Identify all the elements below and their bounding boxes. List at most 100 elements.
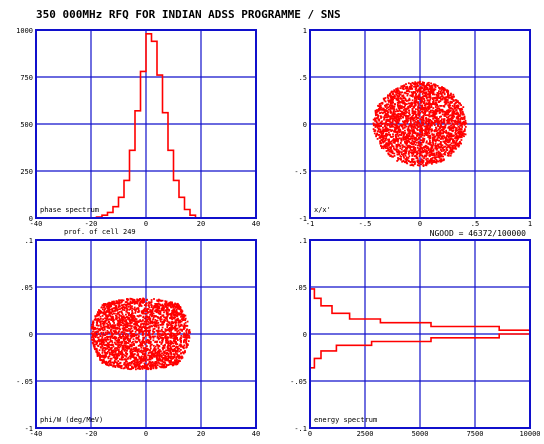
scatter-point: [176, 330, 179, 333]
scatter-point: [389, 95, 392, 97]
scatter-point: [461, 121, 464, 124]
scatter-point: [402, 86, 405, 89]
scatter-point: [169, 301, 172, 304]
scatter-point: [388, 148, 391, 151]
scatter-point: [461, 113, 464, 116]
scatter-point: [164, 357, 167, 360]
scatter-point: [112, 312, 115, 315]
scatter-point: [405, 86, 408, 89]
scatter-point: [455, 112, 458, 115]
scatter-point: [120, 315, 123, 317]
scatter-point: [130, 349, 133, 351]
scatter-point: [110, 326, 113, 329]
scatter-point: [156, 340, 159, 343]
scatter-point: [418, 149, 421, 152]
scatter-point: [434, 145, 437, 148]
scatter-point: [414, 116, 417, 119]
scatter-point: [395, 125, 398, 128]
scatter-point: [132, 350, 134, 353]
scatter-point: [444, 131, 447, 134]
scatter-point: [436, 116, 438, 119]
scatter-point: [456, 139, 458, 142]
scatter-point: [393, 155, 396, 157]
scatter-point: [398, 92, 401, 95]
scatter-point: [117, 312, 120, 315]
scatter-point: [139, 325, 142, 327]
scatter-point: [449, 137, 452, 140]
scatter-point: [424, 144, 427, 147]
scatter-point: [419, 139, 422, 142]
scatter-point: [102, 312, 104, 315]
scatter-point: [460, 104, 462, 107]
scatter-point: [105, 363, 108, 366]
scatter-point: [106, 316, 109, 319]
scatter-point: [171, 361, 173, 364]
scatter-point: [399, 124, 402, 126]
scatter-point: [123, 367, 126, 369]
scatter-point: [432, 117, 434, 120]
scatter-point: [427, 84, 430, 86]
scatter-point: [412, 158, 415, 161]
scatter-point: [105, 355, 107, 357]
x-tick-label: 1: [528, 220, 532, 228]
scatter-point: [131, 361, 133, 364]
scatter-point: [420, 133, 423, 136]
scatter-point: [99, 315, 102, 318]
scatter-point: [115, 317, 118, 320]
scatter-point: [433, 137, 436, 139]
scatter-point: [115, 300, 118, 303]
scatter-point: [439, 97, 441, 99]
scatter-point: [381, 139, 384, 141]
scatter-point: [143, 301, 146, 303]
scatter-point: [455, 101, 457, 104]
scatter-point: [427, 108, 430, 111]
scatter-point: [456, 104, 459, 107]
scatter-point: [108, 331, 111, 334]
scatter-point: [423, 150, 426, 153]
scatter-point: [385, 121, 387, 124]
scatter-point: [425, 164, 428, 167]
scatter-point: [456, 144, 459, 146]
scatter-point: [400, 134, 402, 137]
scatter-point: [176, 363, 179, 366]
scatter-point: [397, 149, 400, 152]
scatter-point: [138, 348, 140, 351]
scatter-point: [409, 113, 411, 116]
scatter-point: [424, 106, 427, 109]
scatter-point: [420, 96, 423, 99]
scatter-point: [403, 85, 406, 88]
scatter-point: [175, 327, 178, 330]
scatter-point: [425, 155, 427, 158]
scatter-point: [386, 112, 389, 114]
scatter-point: [423, 101, 425, 104]
scatter-point: [418, 136, 421, 139]
scatter-point: [117, 350, 120, 353]
scatter-point: [382, 134, 384, 137]
scatter-point: [453, 106, 456, 109]
scatter-point: [436, 129, 439, 132]
scatter-point: [455, 104, 458, 107]
scatter-point: [440, 118, 443, 121]
scatter-point: [161, 330, 163, 333]
scatter-point: [413, 146, 415, 149]
scatter-point: [460, 118, 462, 120]
scatter-point: [180, 344, 183, 347]
scatter-point: [411, 114, 414, 117]
scatter-point: [122, 324, 124, 327]
scatter-point: [164, 335, 167, 338]
scatter-point: [421, 151, 423, 154]
scatter-point: [396, 148, 398, 150]
scatter-point: [105, 325, 108, 328]
scatter-point: [433, 156, 436, 159]
scatter-point: [384, 143, 387, 146]
scatter-point: [430, 82, 432, 85]
scatter-point: [135, 334, 138, 337]
scatter-point: [426, 147, 428, 150]
scatter-point: [407, 117, 409, 119]
scatter-point: [118, 335, 121, 338]
scatter-point: [158, 303, 161, 306]
scatter-point: [395, 136, 398, 139]
scatter-point: [381, 120, 383, 123]
scatter-point: [453, 140, 455, 142]
scatter-point: [403, 96, 406, 99]
